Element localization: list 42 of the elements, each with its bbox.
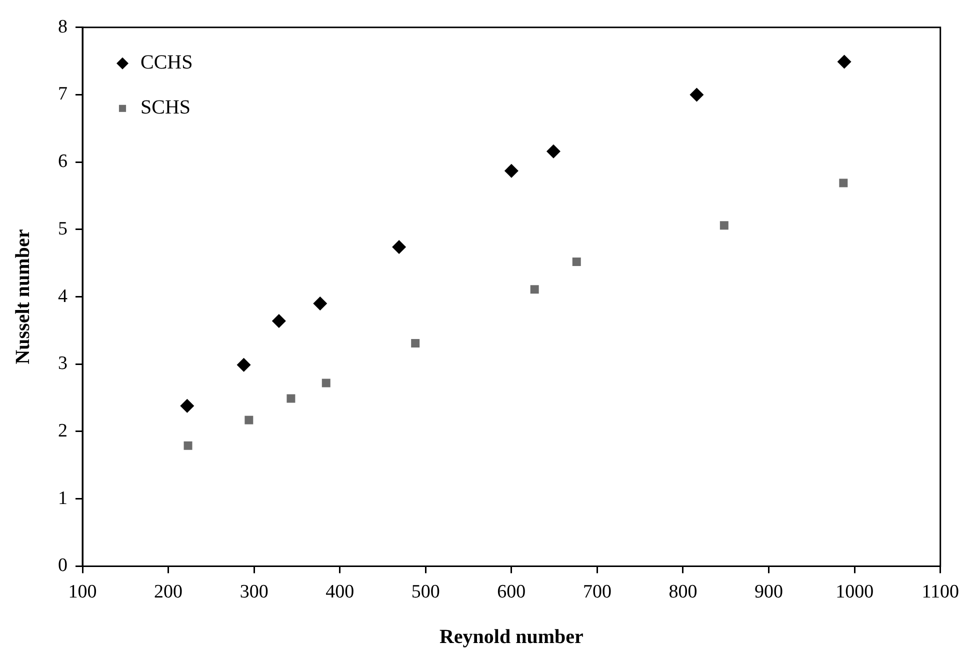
x-tick-label: 300: [240, 582, 268, 603]
x-tick-label: 900: [754, 582, 784, 603]
y-tick-label: 4: [58, 286, 68, 307]
point: [322, 378, 330, 388]
point: [392, 240, 406, 254]
point: [272, 314, 286, 328]
x-axis-title: Reynold number: [439, 626, 584, 648]
point: [236, 358, 251, 372]
point: [837, 54, 852, 69]
y-tick-label: 0: [58, 555, 68, 576]
point: [690, 88, 704, 102]
x-tick-label: 600: [497, 582, 526, 603]
point: [530, 285, 539, 294]
point: [720, 221, 728, 230]
point: [244, 416, 254, 424]
x-tick-label: 700: [582, 582, 612, 603]
y-tick-label: 2: [58, 420, 68, 442]
x-tick-label: 200: [154, 582, 183, 603]
x-tick-label: 400: [326, 582, 354, 603]
point: [313, 296, 328, 311]
point: [286, 394, 296, 403]
point: [546, 144, 560, 158]
legend-label: CCHS: [140, 52, 193, 74]
y-axis-title: Nusselt number: [12, 229, 34, 364]
y-tick-label: 1: [58, 488, 68, 509]
point: [180, 398, 194, 413]
point: [184, 441, 192, 450]
x-tick-label: 100: [68, 582, 97, 603]
point: [504, 164, 518, 178]
y-tick-label: 6: [58, 151, 68, 172]
y-tick-label: 8: [58, 16, 68, 38]
x-tick-label: 500: [411, 582, 440, 603]
y-tick-label: 7: [58, 84, 68, 105]
y-tick-label: 5: [58, 218, 68, 240]
point: [839, 178, 848, 188]
legend-label: SCHS: [140, 96, 191, 119]
y-tick-label: 3: [58, 353, 68, 374]
point: [411, 339, 420, 348]
x-tick-label: 1000: [836, 582, 874, 603]
point: [572, 258, 581, 266]
x-tick-label: 800: [668, 582, 698, 603]
x-tick-label: 1100: [922, 582, 959, 603]
